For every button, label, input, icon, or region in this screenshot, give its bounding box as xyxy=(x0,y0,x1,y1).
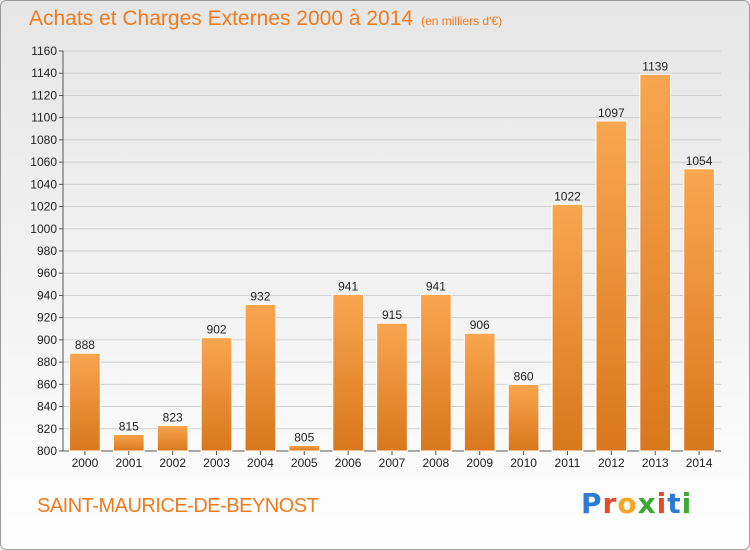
x-tick-label: 2004 xyxy=(247,456,274,470)
bar xyxy=(639,73,672,452)
logo-letter: x xyxy=(637,487,657,520)
bar-value-label: 1054 xyxy=(686,154,713,168)
proxiti-logo: Proxiti xyxy=(581,487,692,520)
x-tick-label: 2008 xyxy=(423,456,450,470)
y-tick-label: 900 xyxy=(37,333,57,347)
y-tick-label: 980 xyxy=(37,244,57,258)
bar-value-label: 941 xyxy=(338,279,358,293)
bar xyxy=(595,120,628,452)
bar xyxy=(332,293,364,452)
bar xyxy=(507,383,540,452)
x-tick-label: 2003 xyxy=(203,456,230,470)
bar xyxy=(288,444,321,452)
x-tick-label: 2007 xyxy=(379,456,406,470)
x-tick-label: 2014 xyxy=(686,456,713,470)
bar-value-label: 1139 xyxy=(642,59,668,73)
x-tick-label: 2005 xyxy=(291,456,318,470)
logo-letter: P xyxy=(581,487,603,520)
y-tick-label: 800 xyxy=(37,444,57,458)
bar-value-label: 1022 xyxy=(554,189,581,203)
y-tick-label: 860 xyxy=(37,377,57,391)
bar-value-label: 906 xyxy=(470,318,490,332)
bar xyxy=(463,332,496,452)
bar-value-label: 915 xyxy=(382,308,402,322)
bar-value-label: 805 xyxy=(294,430,314,444)
bar-value-label: 1097 xyxy=(598,106,625,120)
bar-value-label: 823 xyxy=(163,410,183,424)
y-tick-label: 940 xyxy=(37,288,57,302)
y-tick-label: 960 xyxy=(37,266,57,280)
bar xyxy=(244,303,277,452)
bar xyxy=(420,293,452,452)
x-tick-label: 2001 xyxy=(115,456,142,470)
logo-letter: o xyxy=(617,487,638,520)
x-tick-label: 2000 xyxy=(72,456,99,470)
bar-value-label: 932 xyxy=(250,289,270,303)
commune-name: SAINT-MAURICE-DE-BEYNOST xyxy=(37,495,319,517)
bar-value-label: 860 xyxy=(514,369,534,383)
bar-value-label: 815 xyxy=(119,419,139,433)
y-tick-label: 1160 xyxy=(31,44,57,58)
logo-letter: i xyxy=(681,487,693,520)
bar xyxy=(683,168,715,452)
y-tick-label: 1060 xyxy=(30,155,57,169)
x-tick-label: 2002 xyxy=(159,456,186,470)
y-tick-label: 1140 xyxy=(31,66,57,80)
bar xyxy=(551,203,584,452)
x-tick-label: 2011 xyxy=(555,456,581,470)
y-tick-label: 1000 xyxy=(30,222,57,236)
bar xyxy=(156,424,189,452)
chart-title-text: Achats et Charges Externes 2000 à 2014 xyxy=(29,7,414,30)
y-tick-label: 1100 xyxy=(31,111,57,125)
y-tick-label: 1120 xyxy=(31,88,57,102)
y-tick-label: 1080 xyxy=(30,133,57,147)
chart-unit: (en milliers d'€) xyxy=(421,14,503,28)
logo-letter: r xyxy=(602,487,618,520)
y-tick-label: 840 xyxy=(37,400,57,414)
x-tick-label: 2012 xyxy=(598,456,625,470)
x-tick-label: 2006 xyxy=(335,456,362,470)
y-tick-label: 880 xyxy=(37,355,57,369)
chart-title: Achats et Charges Externes 2000 à 2014 (e… xyxy=(29,7,502,31)
y-tick-label: 1020 xyxy=(30,200,57,214)
bar xyxy=(376,322,408,452)
bar-value-label: 902 xyxy=(207,323,227,337)
x-tick-label: 2009 xyxy=(466,456,493,470)
x-tick-label: 2010 xyxy=(510,456,537,470)
logo-letter: t xyxy=(667,487,682,520)
logo-letter: i xyxy=(656,487,668,520)
y-tick-label: 1040 xyxy=(30,177,57,191)
bar xyxy=(200,337,233,452)
x-tick-label: 2013 xyxy=(642,456,669,470)
bar-value-label: 941 xyxy=(426,279,446,293)
y-tick-label: 920 xyxy=(37,311,57,325)
bar-value-label: 888 xyxy=(75,338,95,352)
bar xyxy=(112,433,145,452)
bar xyxy=(69,352,101,452)
y-tick-label: 820 xyxy=(37,422,57,436)
